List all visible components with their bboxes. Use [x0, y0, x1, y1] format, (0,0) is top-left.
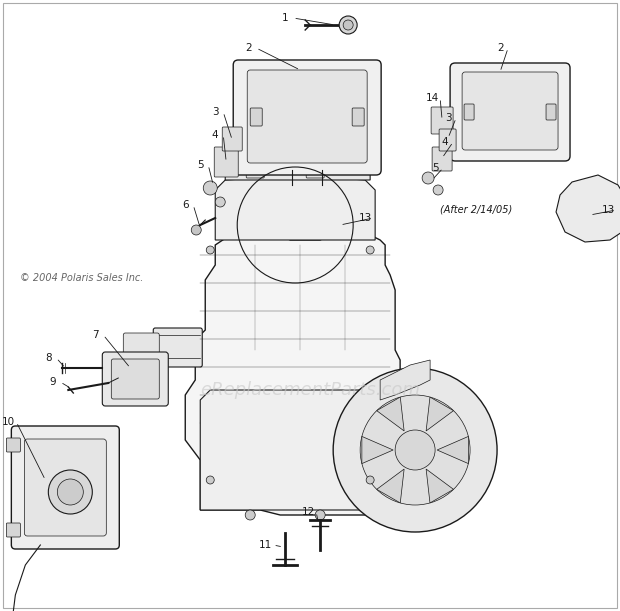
- FancyBboxPatch shape: [233, 60, 381, 175]
- Polygon shape: [185, 235, 400, 515]
- FancyBboxPatch shape: [546, 104, 556, 120]
- FancyBboxPatch shape: [102, 352, 168, 406]
- Circle shape: [360, 395, 470, 505]
- Text: 6: 6: [182, 200, 188, 210]
- FancyBboxPatch shape: [6, 438, 20, 452]
- Circle shape: [366, 246, 374, 254]
- Polygon shape: [426, 469, 453, 503]
- Circle shape: [296, 148, 312, 164]
- Text: 5: 5: [432, 163, 438, 173]
- Polygon shape: [225, 148, 370, 180]
- Text: 3: 3: [445, 113, 451, 123]
- Circle shape: [268, 148, 284, 164]
- Circle shape: [203, 181, 217, 195]
- FancyBboxPatch shape: [464, 104, 474, 120]
- Text: 12: 12: [301, 507, 315, 517]
- FancyBboxPatch shape: [450, 63, 570, 161]
- Circle shape: [395, 430, 435, 470]
- FancyBboxPatch shape: [11, 426, 119, 549]
- FancyBboxPatch shape: [247, 70, 367, 163]
- Circle shape: [422, 172, 434, 184]
- Polygon shape: [380, 360, 430, 400]
- Circle shape: [240, 148, 256, 164]
- FancyBboxPatch shape: [431, 107, 453, 134]
- FancyBboxPatch shape: [246, 154, 264, 178]
- Text: © 2004 Polaris Sales Inc.: © 2004 Polaris Sales Inc.: [20, 273, 144, 283]
- FancyBboxPatch shape: [6, 523, 20, 537]
- Polygon shape: [200, 390, 380, 510]
- Text: 4: 4: [442, 137, 448, 147]
- Circle shape: [324, 148, 340, 164]
- Text: 3: 3: [212, 107, 218, 117]
- Polygon shape: [426, 397, 453, 431]
- FancyBboxPatch shape: [250, 108, 262, 126]
- Polygon shape: [556, 175, 620, 242]
- Circle shape: [433, 185, 443, 195]
- Polygon shape: [437, 436, 468, 464]
- Polygon shape: [362, 436, 393, 464]
- FancyBboxPatch shape: [439, 129, 456, 151]
- Circle shape: [57, 479, 83, 505]
- Circle shape: [366, 476, 374, 484]
- Circle shape: [333, 368, 497, 532]
- Circle shape: [206, 246, 215, 254]
- Text: 7: 7: [92, 330, 99, 340]
- FancyBboxPatch shape: [432, 147, 452, 171]
- Text: 8: 8: [45, 353, 51, 363]
- FancyBboxPatch shape: [462, 72, 558, 150]
- Circle shape: [315, 510, 325, 520]
- FancyBboxPatch shape: [123, 333, 159, 365]
- FancyBboxPatch shape: [112, 359, 159, 399]
- Polygon shape: [215, 175, 375, 240]
- Text: 4: 4: [212, 130, 218, 140]
- Text: 13: 13: [358, 213, 372, 223]
- Circle shape: [206, 476, 215, 484]
- FancyBboxPatch shape: [306, 154, 324, 178]
- Text: 10: 10: [2, 417, 15, 427]
- Circle shape: [215, 197, 225, 207]
- FancyBboxPatch shape: [153, 328, 202, 367]
- Polygon shape: [377, 397, 404, 431]
- Polygon shape: [377, 469, 404, 503]
- Circle shape: [343, 20, 353, 30]
- Text: 2: 2: [497, 43, 503, 53]
- Text: eReplacementParts.com: eReplacementParts.com: [200, 381, 420, 399]
- Text: 13: 13: [601, 205, 614, 215]
- Text: 14: 14: [425, 93, 439, 103]
- Text: 2: 2: [245, 43, 252, 53]
- Circle shape: [339, 16, 357, 34]
- FancyBboxPatch shape: [24, 439, 106, 536]
- Circle shape: [48, 470, 92, 514]
- Text: 1: 1: [282, 13, 288, 23]
- Text: 9: 9: [49, 377, 56, 387]
- FancyBboxPatch shape: [222, 127, 242, 151]
- FancyBboxPatch shape: [215, 147, 238, 177]
- Circle shape: [246, 510, 255, 520]
- Text: 11: 11: [259, 540, 272, 550]
- Text: 5: 5: [197, 160, 203, 170]
- FancyBboxPatch shape: [352, 108, 364, 126]
- Circle shape: [191, 225, 202, 235]
- Text: (After 2/14/05): (After 2/14/05): [440, 205, 512, 215]
